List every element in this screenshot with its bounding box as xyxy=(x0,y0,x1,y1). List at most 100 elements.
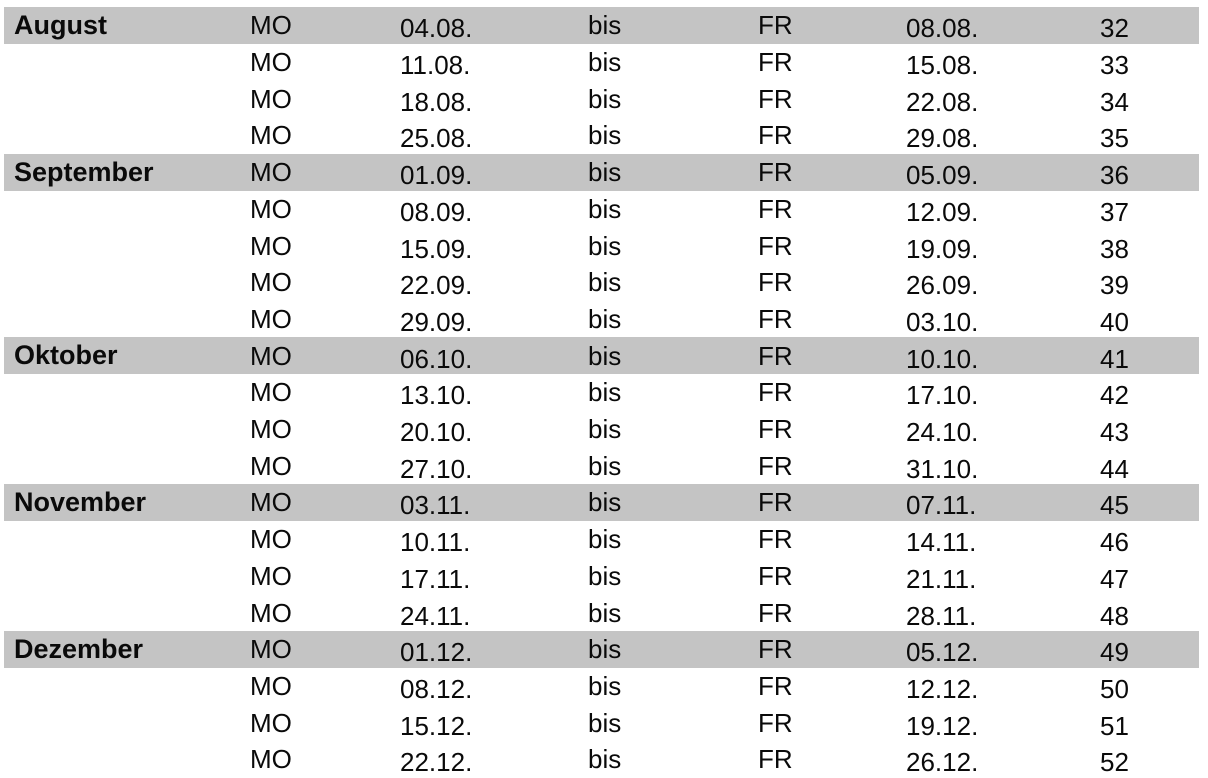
end-day-label: FR xyxy=(758,157,793,188)
start-day-label: MO xyxy=(250,83,292,114)
end-date: 29.08. xyxy=(906,123,979,154)
start-date: 11.08. xyxy=(400,50,471,81)
connector-label: bis xyxy=(588,340,622,371)
end-day-label: FR xyxy=(758,707,793,738)
start-date: 01.12. xyxy=(400,637,473,668)
start-day-label: MO xyxy=(250,744,292,775)
end-date: 15.08. xyxy=(906,50,979,81)
table-row: MO 10.11. bis FR 14.11. 46 xyxy=(0,521,1208,558)
connector-label: bis xyxy=(588,83,622,114)
start-date: 04.08. xyxy=(400,13,473,44)
connector-label: bis xyxy=(588,450,622,481)
end-day-label: FR xyxy=(758,634,793,665)
end-day-label: FR xyxy=(758,597,793,628)
start-day-label: MO xyxy=(250,597,292,628)
month-label: September xyxy=(14,156,154,187)
connector-label: bis xyxy=(588,120,622,151)
week-number: 34 xyxy=(1100,86,1129,117)
connector-label: bis xyxy=(588,157,622,188)
start-day-label: MO xyxy=(250,634,292,665)
end-day-label: FR xyxy=(758,340,793,371)
start-date: 03.11. xyxy=(400,490,471,521)
start-date: 15.09. xyxy=(400,233,473,264)
start-date: 25.08. xyxy=(400,123,473,154)
week-number: 47 xyxy=(1100,563,1129,594)
end-date: 24.10. xyxy=(906,417,979,448)
start-date: 20.10. xyxy=(400,417,473,448)
start-day-label: MO xyxy=(250,450,292,481)
start-day-label: MO xyxy=(250,230,292,261)
week-number: 50 xyxy=(1100,674,1129,704)
table-row: MO 08.09. bis FR 12.09. 37 xyxy=(0,191,1208,228)
start-date: 15.12. xyxy=(400,710,473,741)
table-row: August MO 04.08. bis FR 08.08. 32 xyxy=(0,7,1208,44)
week-number: 33 xyxy=(1100,50,1129,81)
month-label: Dezember xyxy=(14,633,144,664)
end-date: 12.12. xyxy=(906,674,979,704)
connector-label: bis xyxy=(588,707,622,738)
end-date: 12.09. xyxy=(906,196,979,227)
week-number: 52 xyxy=(1100,747,1129,778)
start-day-label: MO xyxy=(250,671,292,701)
start-date: 08.09. xyxy=(400,196,473,227)
table-row: MO 13.10. bis FR 17.10. 42 xyxy=(0,374,1208,411)
connector-label: bis xyxy=(588,487,622,518)
month-label: August xyxy=(14,9,107,40)
end-date: 31.10. xyxy=(906,453,979,484)
connector-label: bis xyxy=(588,303,622,334)
end-date: 21.11. xyxy=(906,563,977,594)
end-date: 26.12. xyxy=(906,747,979,778)
start-day-label: MO xyxy=(250,303,292,334)
week-table: August MO 04.08. bis FR 08.08. 32 MO 11.… xyxy=(0,7,1208,778)
start-day-label: MO xyxy=(250,487,292,518)
connector-label: bis xyxy=(588,671,622,701)
end-date: 14.11. xyxy=(906,527,977,558)
start-date: 08.12. xyxy=(400,674,473,704)
end-date: 22.08. xyxy=(906,86,979,117)
start-date: 29.09. xyxy=(400,306,473,337)
start-day-label: MO xyxy=(250,47,292,78)
start-day-label: MO xyxy=(250,120,292,151)
table-row: Dezember MO 01.12. bis FR 05.12. 49 xyxy=(0,630,1208,668)
table-row: MO 18.08. bis FR 22.08. 34 xyxy=(0,80,1208,117)
end-date: 07.11. xyxy=(906,490,977,521)
start-date: 17.11. xyxy=(400,563,471,594)
table-row: MO 15.12. bis FR 19.12. 51 xyxy=(0,704,1208,741)
week-number: 49 xyxy=(1100,637,1129,668)
start-date: 24.11. xyxy=(400,600,471,631)
end-date: 17.10. xyxy=(906,380,979,411)
week-number: 45 xyxy=(1100,490,1129,521)
start-day-label: MO xyxy=(250,193,292,224)
start-date: 18.08. xyxy=(400,86,473,117)
start-day-label: MO xyxy=(250,560,292,591)
start-day-label: MO xyxy=(250,157,292,188)
start-date: 06.10. xyxy=(400,343,473,374)
start-day-label: MO xyxy=(250,340,292,371)
end-date: 03.10. xyxy=(906,306,979,337)
connector-label: bis xyxy=(588,10,622,41)
week-number: 42 xyxy=(1100,380,1129,411)
week-number: 44 xyxy=(1100,453,1129,484)
table-row: MO 20.10. bis FR 24.10. 43 xyxy=(0,411,1208,448)
end-day-label: FR xyxy=(758,267,793,298)
end-day-label: FR xyxy=(758,230,793,261)
connector-label: bis xyxy=(588,634,622,665)
table-row: MO 22.09. bis FR 26.09. 39 xyxy=(0,264,1208,301)
connector-label: bis xyxy=(588,560,622,591)
end-day-label: FR xyxy=(758,120,793,151)
month-label: Oktober xyxy=(14,340,118,371)
start-date: 10.11. xyxy=(400,527,471,558)
connector-label: bis xyxy=(588,414,622,445)
table-row: MO 17.11. bis FR 21.11. 47 xyxy=(0,558,1208,595)
end-day-label: FR xyxy=(758,487,793,518)
start-date: 01.09. xyxy=(400,160,473,191)
table-row: September MO 01.09. bis FR 05.09. 36 xyxy=(0,153,1208,191)
week-number: 39 xyxy=(1100,270,1129,301)
start-day-label: MO xyxy=(250,267,292,298)
week-number: 40 xyxy=(1100,306,1129,337)
end-day-label: FR xyxy=(758,560,793,591)
start-day-label: MO xyxy=(250,414,292,445)
start-day-label: MO xyxy=(250,377,292,408)
table-row: MO 24.11. bis FR 28.11. 48 xyxy=(0,594,1208,631)
end-date: 19.09. xyxy=(906,233,979,264)
